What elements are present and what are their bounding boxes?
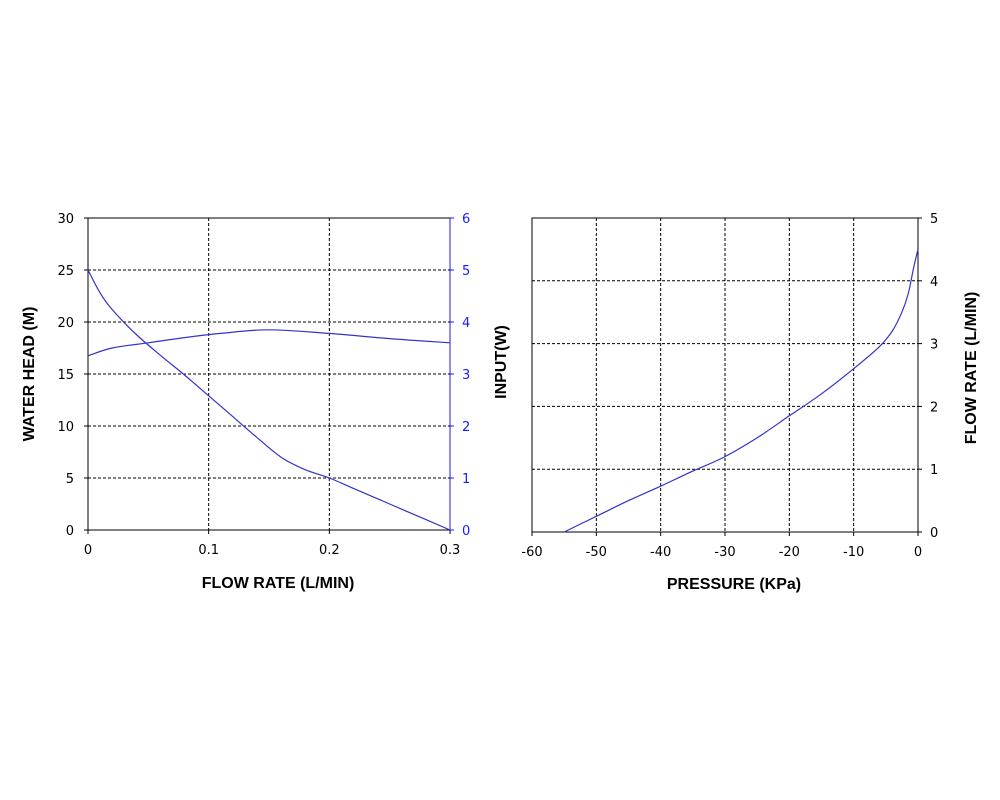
chart-right-x-tick-label: -40 [650, 545, 671, 560]
chart-left-y-tick-label: 5 [66, 472, 74, 487]
chart-right-y2-tick-label: 5 [930, 212, 938, 227]
chart-left-y-tick-label: 0 [66, 524, 74, 539]
chart-left-y-tick-label: 20 [57, 316, 74, 331]
chart-right-x-tick-label: -50 [586, 545, 607, 560]
chart-left-y2-tick-label: 1 [462, 472, 470, 487]
chart-right-x-axis-title: PRESSURE (KPa) [667, 576, 801, 593]
chart-left-y-tick-label: 25 [57, 264, 74, 279]
chart-right-y2-tick-label: 3 [930, 338, 938, 353]
chart-left-x-axis-title: FLOW RATE (L/MIN) [202, 575, 355, 592]
chart-left-y2-tick-label: 5 [462, 264, 470, 279]
chart-left-y2-tick-label: 2 [462, 420, 470, 435]
chart-right-x-tick-label: -30 [714, 545, 735, 560]
chart-right-y2-tick-label: 4 [930, 275, 938, 290]
chart-left-x-tick-label: 0.2 [319, 543, 340, 558]
chart-left-series-line-2 [87, 329, 451, 357]
chart-right-y2-axis-title: FLOW RATE (L/MIN) [963, 292, 980, 445]
chart-left-series-line-1 [87, 269, 451, 531]
chart-right-x-tick-label: -10 [843, 545, 864, 560]
chart-right-x-tick-label: -60 [521, 545, 542, 560]
chart-right-grid [532, 218, 918, 532]
chart-right-x-tick-label: 0 [914, 545, 922, 560]
chart-right-y-axis-title: INPUT(W) [493, 325, 510, 399]
chart-left-x-tick-label: 0.1 [198, 543, 219, 558]
chart-right-y2-tick-label: 0 [930, 526, 938, 541]
chart-left-y-tick-label: 15 [57, 368, 74, 383]
chart-left-y-tick-label: 30 [57, 212, 74, 227]
chart-left-y2-tick-label: 4 [462, 316, 470, 331]
chart-right-series-line-1 [563, 249, 919, 533]
chart-left-grid [88, 218, 450, 530]
chart-right-series [563, 249, 919, 533]
chart-right: -60 -50 -40 -30 -20 -10 00 1 2 3 4 5 PRESSURE (KPa)… [493, 212, 980, 593]
chart-left-y-tick-label: 10 [57, 420, 74, 435]
chart-left-series [87, 269, 451, 531]
chart-right-y2-tick-label: 1 [930, 463, 938, 478]
chart-right-x-tick-label: -20 [779, 545, 800, 560]
chart-left-y2-tick-label: 0 [462, 524, 470, 539]
chart-left-x-tick-label: 0 [84, 543, 92, 558]
chart-left-x-tick-label: 0.3 [440, 543, 461, 558]
chart-left-y-axis-title: WATER HEAD (M) [21, 307, 38, 442]
chart-right-ticks: -60 -50 -40 -30 -20 -10 00 1 2 3 4 5 [521, 212, 938, 560]
chart-left-y2-tick-label: 3 [462, 368, 470, 383]
chart-left-y2-tick-label: 6 [462, 212, 470, 227]
chart-right-y2-tick-label: 2 [930, 400, 938, 415]
